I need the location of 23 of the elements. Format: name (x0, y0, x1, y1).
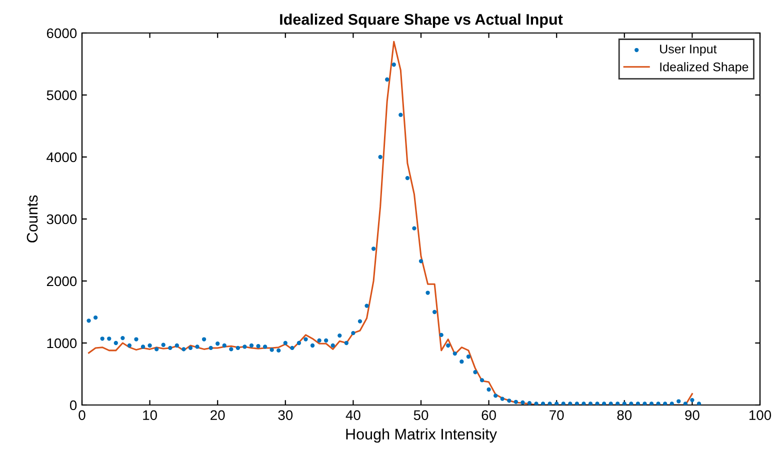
chart-title: Idealized Square Shape vs Actual Input (280, 14, 563, 28)
y-tick-label: 0 (70, 400, 77, 410)
y-tick-label: 3000 (46, 214, 77, 224)
x-tick-label: 100 (749, 410, 772, 420)
x-tick-label: 60 (482, 410, 496, 420)
y-tick-label: 4000 (46, 152, 77, 162)
x-tick-label: 80 (617, 410, 632, 420)
x-axis-title: Hough Matrix Intensity (346, 428, 497, 443)
x-tick-label: 0 (78, 410, 86, 420)
x-tick-label: 40 (346, 410, 360, 420)
x-tick-label: 20 (210, 410, 225, 420)
x-tick-label: 70 (550, 410, 564, 420)
x-tick-label: 50 (414, 410, 428, 420)
x-tick-label: 90 (685, 410, 700, 420)
legend-label: Idealized Shape (660, 62, 748, 74)
legend-label: User Input (660, 44, 717, 56)
x-tick-label: 10 (143, 410, 157, 420)
y-tick-label: 5000 (46, 90, 77, 100)
y-tick-label: 2000 (46, 276, 77, 286)
x-tick-label: 30 (278, 410, 293, 420)
y-tick-label: 1000 (47, 338, 77, 348)
y-axis-title: Counts (26, 195, 38, 242)
y-tick-label: 6000 (46, 28, 77, 38)
